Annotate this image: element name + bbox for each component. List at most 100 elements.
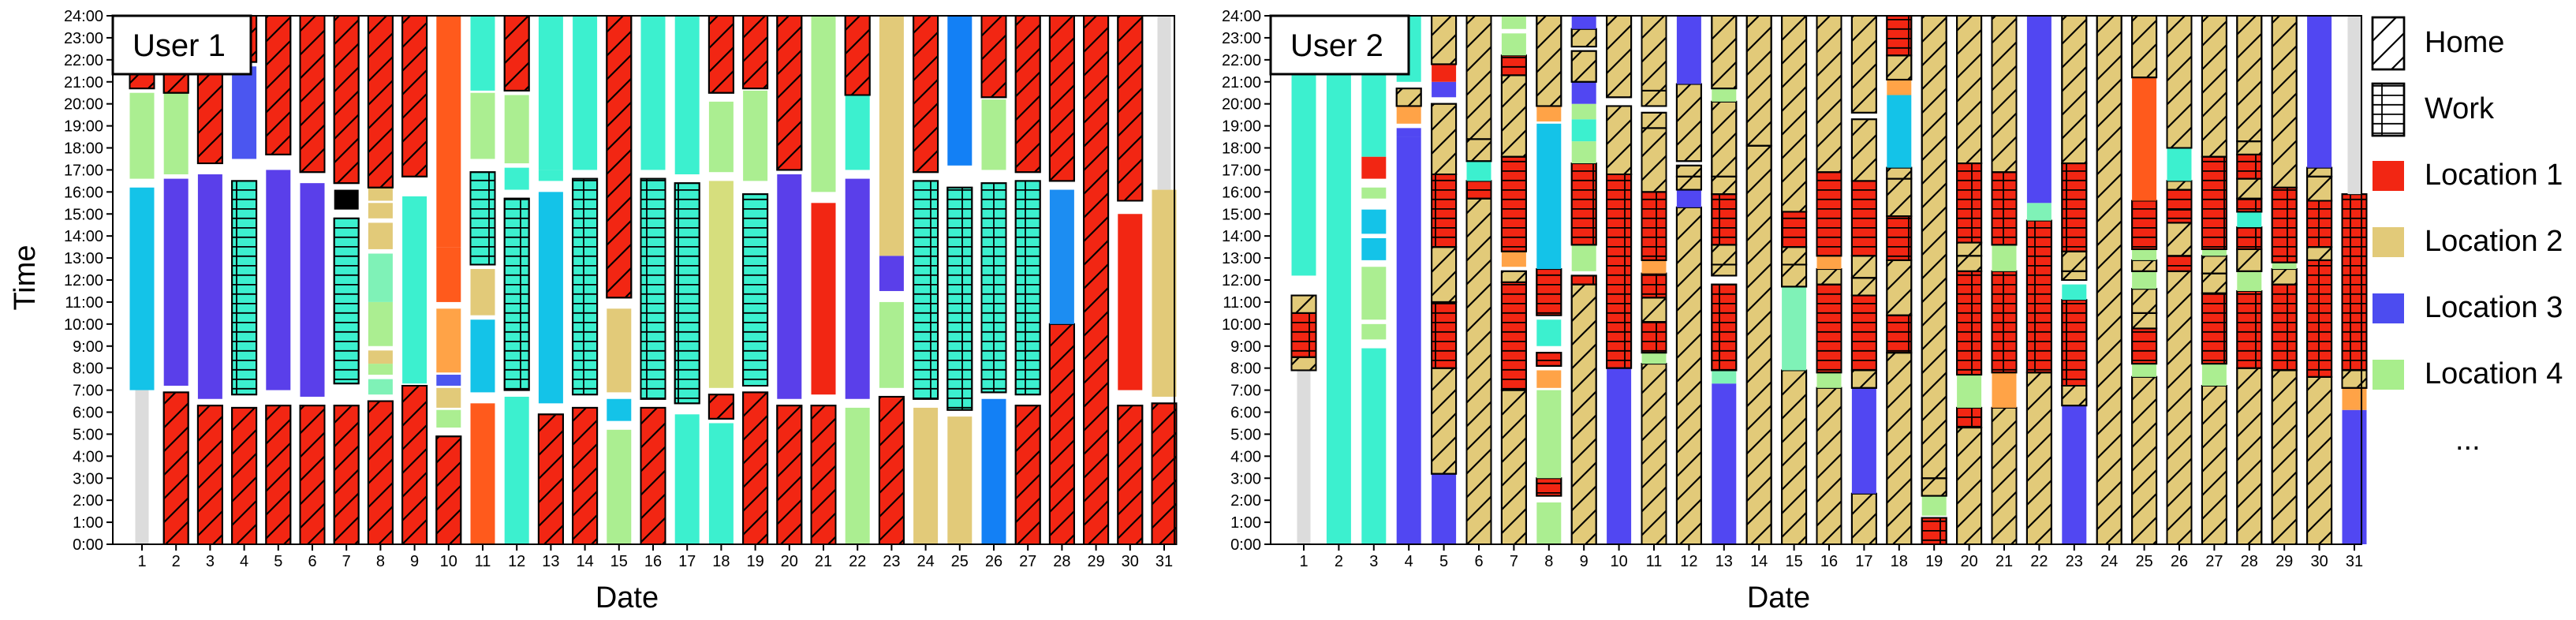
x-tick-label: 25 — [951, 553, 969, 570]
home-pattern-overlay — [2201, 15, 2227, 158]
home-pattern-overlay — [231, 406, 258, 546]
work-pattern-overlay — [1500, 281, 1527, 391]
timeline-segment — [708, 181, 734, 388]
timeline-segment — [1361, 209, 1387, 234]
home-pattern-overlay — [1431, 246, 1458, 303]
timeline-segment — [1607, 368, 1632, 544]
timeline-segment — [1501, 16, 1526, 29]
legend-label: Work — [2425, 92, 2495, 125]
panel-user-2-label: User 2 — [1290, 28, 1383, 63]
work-pattern-overlay — [2236, 226, 2263, 250]
x-tick-label: 23 — [883, 553, 900, 570]
timeline-segment — [1571, 119, 1596, 142]
timeline-segment — [1501, 251, 1526, 267]
work-pattern-overlay — [1956, 162, 1983, 244]
panel-user-1-x-ticks: 1 2 3 4 5 6 7 8 9 10 11 12 13 14 15 16 17 18 19 20 21 22 23 24 2… — [137, 544, 1173, 570]
legend-label: Home — [2425, 26, 2504, 59]
work-pattern-overlay — [1956, 270, 1983, 376]
timeline-segment — [300, 183, 325, 397]
timeline-segment — [538, 16, 563, 170]
timeline-segment — [1641, 353, 1667, 364]
x-tick-label: 4 — [240, 553, 248, 570]
home-pattern-overlay — [1781, 15, 1808, 213]
home-pattern-overlay — [1956, 15, 1983, 165]
work-pattern-overlay — [1781, 211, 1808, 248]
timeline-segment — [777, 174, 802, 399]
home-pattern-overlay — [1048, 15, 1075, 182]
y-tick-label: 12:00 — [1222, 272, 1261, 289]
x-tick-label: 22 — [2030, 553, 2048, 570]
panel-user-1-x-axis-title: Date — [595, 581, 659, 614]
x-tick-label: 15 — [610, 553, 628, 570]
panel-user-2-bars — [1290, 15, 2368, 546]
home-pattern-overlay — [1745, 15, 1772, 147]
timeline-segment — [1957, 375, 1982, 408]
x-tick-label: 12 — [508, 553, 525, 570]
timeline-segment — [129, 187, 155, 390]
home-pattern-overlay — [435, 435, 462, 545]
x-tick-label: 29 — [2275, 553, 2293, 570]
work-pattern-overlay — [1536, 477, 1562, 497]
home-pattern-overlay — [1606, 15, 1633, 99]
home-pattern-overlay — [2306, 166, 2333, 177]
timeline-segment — [1361, 156, 1387, 179]
x-tick-label: 14 — [1750, 553, 1768, 570]
work-pattern-overlay — [1886, 314, 1913, 354]
x-tick-label: 10 — [1610, 553, 1627, 570]
work-pattern-overlay — [1536, 352, 1562, 367]
timeline-segment — [1641, 260, 1667, 274]
x-tick-label: 8 — [376, 553, 385, 570]
timeline-segment — [1992, 372, 2017, 408]
y-tick-label: 9:00 — [1230, 338, 1261, 356]
home-pattern-overlay — [2306, 375, 2333, 546]
home-pattern-overlay — [1886, 177, 1913, 218]
timeline-segment — [708, 423, 734, 544]
y-tick-label: 24:00 — [64, 8, 103, 25]
x-tick-label: 12 — [1680, 553, 1697, 570]
home-pattern-overlay — [1956, 241, 1983, 257]
y-tick-label: 11:00 — [1223, 294, 1261, 312]
timeline-segment — [845, 407, 870, 544]
y-tick-label: 14:00 — [1222, 228, 1261, 245]
x-tick-label: 10 — [440, 553, 457, 570]
timeline-segment — [436, 247, 461, 302]
panel-user-1-y-axis-title: Time — [9, 245, 42, 310]
timeline-segment — [1887, 79, 1912, 95]
y-tick-label: 6:00 — [73, 405, 103, 422]
home-pattern-overlay — [2131, 375, 2158, 546]
work-pattern-overlay — [1886, 15, 1913, 57]
timeline-segment — [504, 95, 529, 164]
timeline-segment — [981, 99, 1006, 170]
x-tick-label: 31 — [2346, 553, 2363, 570]
y-tick-label: 10:00 — [1222, 316, 1261, 334]
y-tick-label: 7:00 — [1230, 383, 1261, 400]
home-pattern-overlay — [333, 15, 360, 185]
timeline-segment — [538, 192, 563, 404]
x-tick-label: 5 — [1439, 553, 1448, 570]
home-pattern-overlay — [2166, 15, 2193, 149]
x-tick-label: 31 — [1155, 553, 1173, 570]
home-pattern-overlay — [1606, 105, 1633, 175]
work-pattern-overlay — [2271, 186, 2298, 263]
x-tick-label: 6 — [1474, 553, 1483, 570]
home-pattern-overlay — [2131, 15, 2158, 79]
work-pattern-overlay — [2061, 162, 2088, 252]
home-pattern-overlay — [1641, 297, 1667, 323]
timeline-segment — [640, 16, 666, 170]
home-pattern-overlay — [1048, 323, 1075, 545]
work-pattern-overlay — [1991, 171, 2018, 246]
timeline-segment — [607, 308, 632, 393]
timeline-segment — [1501, 33, 1526, 56]
timeline-segment — [538, 170, 563, 181]
y-tick-label: 17:00 — [1222, 162, 1261, 179]
home-pattern-overlay — [1675, 175, 1702, 191]
timeline-segment — [2237, 211, 2262, 227]
work-pattern-overlay — [640, 177, 666, 400]
panel-user-2-x-ticks: 1 2 3 4 5 6 7 8 9 10 11 12 13 14 15 16 17 18 19 20 21 22 23 24 2… — [1299, 544, 2363, 570]
work-pattern-overlay — [1711, 283, 1738, 372]
home-pattern-overlay — [1014, 405, 1041, 545]
x-tick-label: 27 — [2205, 553, 2223, 570]
x-tick-label: 30 — [1122, 553, 1139, 570]
work-pattern-overlay — [1956, 406, 1983, 429]
timeline-segment — [368, 350, 393, 364]
